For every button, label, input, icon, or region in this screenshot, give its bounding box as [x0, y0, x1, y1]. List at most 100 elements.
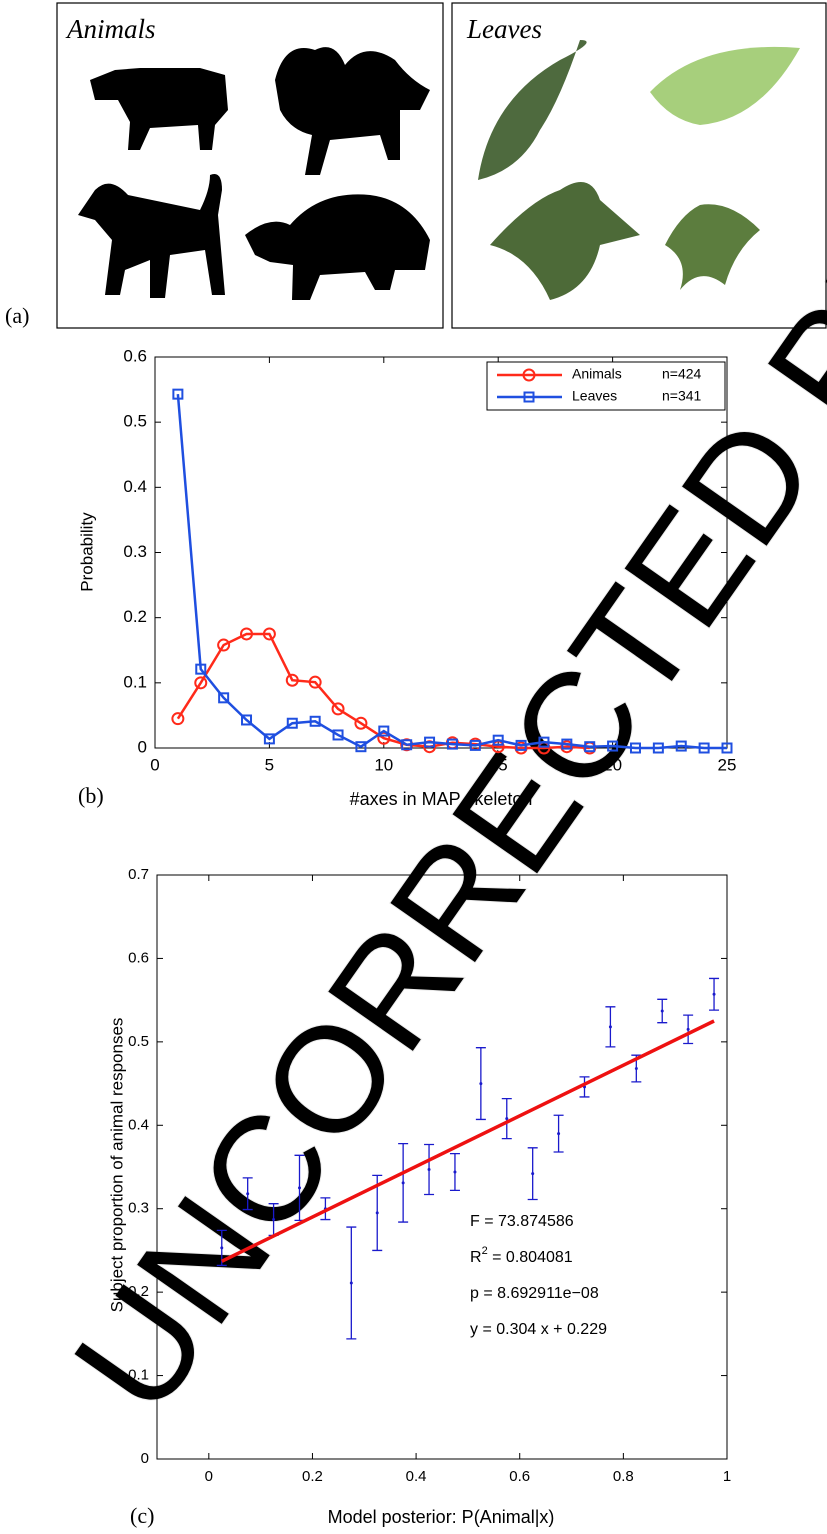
point — [721, 742, 733, 754]
annotation: R2 = 0.804081 — [470, 1245, 573, 1266]
point — [557, 1132, 561, 1136]
animal-silhouettes — [78, 47, 430, 300]
point — [331, 702, 345, 716]
point — [446, 738, 458, 750]
series-line — [176, 394, 727, 750]
point — [584, 741, 596, 753]
series-line — [176, 632, 590, 750]
animals-box — [56, 2, 444, 329]
panel-title: Leaves — [466, 14, 542, 44]
y-tick-label: 0.2 — [123, 607, 147, 626]
point — [675, 740, 687, 752]
legend-marker — [522, 368, 536, 382]
point — [401, 739, 413, 751]
y-tick-label: 0.4 — [123, 477, 147, 496]
point — [272, 1218, 276, 1222]
y-tick-label: 0 — [141, 1450, 149, 1467]
annotation-part: = 0.804081 — [488, 1249, 573, 1266]
point — [171, 712, 185, 726]
point — [262, 627, 276, 641]
point — [698, 742, 710, 754]
point — [241, 714, 253, 726]
point — [652, 742, 664, 754]
leaves-box — [451, 2, 827, 329]
point — [608, 1025, 612, 1029]
legend-count: n=424 — [662, 366, 702, 382]
x-tick-label: 25 — [718, 755, 737, 774]
legend-count: n=341 — [662, 388, 702, 404]
y-tick-label: 0.6 — [128, 949, 149, 966]
x-tick-label: 10 — [374, 755, 393, 774]
y-tick-label: 0.5 — [128, 1033, 149, 1050]
legend-label: Animals — [572, 366, 622, 382]
y-tick-label: 0.3 — [128, 1200, 149, 1217]
panel-title: Animals — [65, 14, 156, 44]
annotation: F = 73.874586 — [470, 1213, 574, 1230]
point — [355, 741, 367, 753]
leaf-images — [478, 40, 800, 300]
point — [377, 731, 391, 745]
point — [424, 736, 436, 748]
point — [349, 1281, 353, 1285]
point — [561, 738, 573, 750]
annotation-sup: 2 — [482, 1245, 488, 1257]
x-tick-label: 0.8 — [613, 1468, 634, 1485]
panel-label: (b) — [78, 783, 104, 808]
point — [479, 1082, 483, 1086]
y-tick-label: 0.6 — [123, 346, 147, 365]
point — [172, 388, 184, 400]
point — [531, 1172, 535, 1176]
y-tick-label: 0.2 — [128, 1283, 149, 1300]
x-tick-label: 0 — [205, 1468, 213, 1485]
point — [285, 673, 299, 687]
point — [515, 739, 527, 751]
point — [298, 1186, 301, 1190]
plot-frame — [156, 874, 728, 1460]
point — [607, 740, 619, 752]
point — [375, 1211, 379, 1215]
annotation: y = 0.304 x + 0.229 — [470, 1321, 607, 1338]
annotation: p = 8.692911e−08 — [470, 1285, 599, 1302]
point — [453, 1170, 457, 1174]
x-tick-label: 0.6 — [509, 1468, 530, 1485]
point — [220, 1246, 224, 1250]
legend-label: Leaves — [572, 388, 617, 404]
point — [634, 1067, 638, 1071]
x-axis-label: Model posterior: P(Animal|x) — [328, 1507, 555, 1527]
point — [401, 1181, 405, 1185]
fit-line — [221, 1019, 715, 1263]
point — [492, 734, 504, 746]
annotation-part: R — [470, 1249, 482, 1266]
point — [217, 638, 231, 652]
point — [332, 729, 344, 741]
y-tick-label: 0.5 — [123, 412, 147, 431]
x-tick-label: 20 — [603, 755, 622, 774]
point — [469, 739, 481, 751]
point — [686, 1027, 690, 1031]
x-tick-label: 0 — [150, 755, 159, 774]
point — [308, 675, 322, 689]
y-axis-label: Subject proportion of animal responses — [107, 1018, 126, 1313]
point — [309, 715, 321, 727]
x-tick-label: 15 — [489, 755, 508, 774]
point — [505, 1117, 509, 1121]
panel-label: (c) — [130, 1503, 154, 1528]
x-tick-label: 0.2 — [302, 1468, 323, 1485]
y-tick-label: 0.1 — [128, 1367, 149, 1384]
point — [194, 676, 208, 690]
y-tick-label: 0.7 — [128, 866, 149, 883]
point — [240, 627, 254, 641]
x-tick-label: 5 — [265, 755, 274, 774]
y-tick-label: 0.4 — [128, 1116, 149, 1133]
point — [218, 692, 230, 704]
point — [712, 992, 716, 996]
legend-marker — [523, 391, 535, 403]
point — [427, 1168, 431, 1172]
point — [286, 717, 298, 729]
point — [354, 716, 368, 730]
y-tick-label: 0.1 — [123, 672, 147, 691]
point — [246, 1192, 250, 1196]
y-tick-label: 0.3 — [123, 542, 147, 561]
y-axis-label: Probability — [77, 512, 96, 592]
